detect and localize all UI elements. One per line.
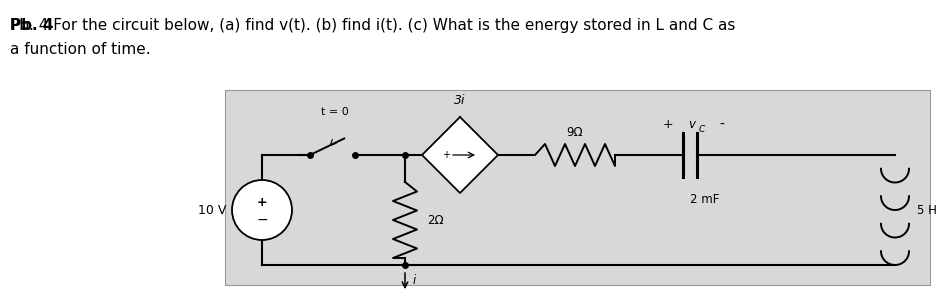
- Text: 5 H: 5 H: [917, 204, 937, 216]
- Text: i: i: [413, 274, 416, 288]
- Text: a function of time.: a function of time.: [10, 42, 151, 57]
- Text: +: +: [663, 119, 674, 131]
- Text: 10 V: 10 V: [198, 204, 226, 216]
- Text: 2Ω: 2Ω: [427, 213, 444, 227]
- Polygon shape: [422, 117, 498, 193]
- Circle shape: [232, 180, 292, 240]
- Text: Pb. 4 For the circuit below, (a) find v(t). (b) find i(t). (c) What is the energ: Pb. 4 For the circuit below, (a) find v(…: [10, 18, 735, 33]
- Text: C: C: [699, 124, 705, 133]
- Bar: [225, 90, 930, 285]
- Text: t = 0: t = 0: [320, 107, 349, 117]
- Text: +: +: [256, 196, 267, 208]
- Text: +: +: [442, 150, 450, 160]
- Text: 9Ω: 9Ω: [567, 126, 583, 138]
- Text: 2 mF: 2 mF: [691, 193, 720, 206]
- Text: Pb. 4: Pb. 4: [10, 18, 53, 33]
- Text: v: v: [689, 119, 695, 131]
- Text: 3i: 3i: [454, 94, 466, 107]
- Text: −: −: [256, 213, 268, 227]
- Text: -: -: [719, 118, 725, 132]
